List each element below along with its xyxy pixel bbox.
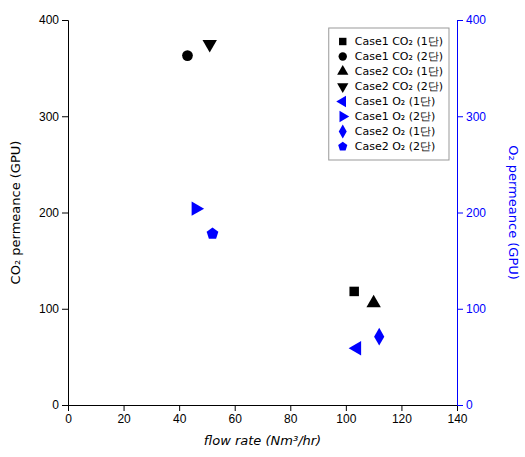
tick-mark bbox=[62, 116, 68, 117]
legend-symbol bbox=[339, 125, 347, 139]
tick: 300 bbox=[39, 110, 68, 124]
tick-label: 0 bbox=[65, 412, 72, 426]
tick-label: 400 bbox=[466, 13, 486, 27]
tick: 200 bbox=[457, 206, 486, 220]
tick-mark bbox=[235, 405, 236, 411]
tick-label: 80 bbox=[284, 412, 298, 426]
y2-axis-title: O₂ permeance (GPU) bbox=[506, 145, 521, 280]
x-axis: 0 20 40 60 80 100 120 140 bbox=[65, 405, 468, 426]
legend-symbol bbox=[336, 96, 346, 107]
legend-label: Case1 O₂ (1단) bbox=[355, 95, 436, 108]
tick-label: 20 bbox=[117, 412, 131, 426]
tick: 0 bbox=[457, 398, 473, 412]
tick-label: 120 bbox=[392, 412, 412, 426]
legend-symbol bbox=[339, 38, 346, 45]
tick: 200 bbox=[39, 206, 68, 220]
legend-symbol bbox=[338, 142, 347, 151]
tick: 100 bbox=[457, 302, 486, 316]
point bbox=[349, 341, 361, 355]
tick-label: 0 bbox=[466, 398, 473, 412]
chart: 0204060801001201400100200300400010020030… bbox=[0, 0, 525, 457]
point bbox=[202, 40, 216, 52]
point bbox=[207, 228, 219, 239]
tick-label: 300 bbox=[39, 110, 59, 124]
legend-label: Case2 CO₂ (1단) bbox=[355, 65, 443, 78]
x-axis-title: flow rate (Nm³/hr) bbox=[204, 433, 321, 448]
y2-axis: 0 100 200 300 400 bbox=[457, 13, 486, 412]
axis-line bbox=[62, 21, 69, 406]
tick: 140 bbox=[447, 405, 467, 426]
point bbox=[349, 287, 358, 296]
tick-mark bbox=[457, 116, 463, 117]
tick: 100 bbox=[39, 302, 68, 316]
tick: 40 bbox=[173, 405, 187, 426]
tick-label: 100 bbox=[336, 412, 356, 426]
axis-line bbox=[69, 406, 458, 412]
point bbox=[374, 328, 384, 346]
tick-label: 200 bbox=[39, 206, 59, 220]
tick-label: 0 bbox=[52, 398, 59, 412]
tick-mark bbox=[179, 405, 180, 411]
legend-label: Case2 O₂ (2단) bbox=[355, 140, 436, 153]
tick-label: 140 bbox=[447, 412, 467, 426]
legend: Case1 CO₂ (1단) Case1 CO₂ (2단) Case2 CO₂ (1… bbox=[329, 28, 449, 160]
tick-label: 60 bbox=[229, 412, 243, 426]
legend-label: Case1 CO₂ (1단) bbox=[355, 35, 443, 48]
legend-symbol bbox=[339, 52, 347, 60]
tick-mark bbox=[62, 309, 68, 310]
tick: 0 bbox=[52, 398, 68, 412]
tick-mark bbox=[290, 405, 291, 411]
tick-mark bbox=[457, 309, 463, 310]
point bbox=[366, 295, 380, 307]
legend-symbol bbox=[337, 65, 348, 75]
point bbox=[182, 50, 193, 61]
tick-label: 100 bbox=[466, 302, 486, 316]
tick: 120 bbox=[392, 405, 412, 426]
tick: 400 bbox=[457, 13, 486, 27]
tick: 0 bbox=[65, 405, 72, 426]
axis-line bbox=[458, 21, 464, 406]
tick-mark bbox=[124, 405, 125, 411]
tick: 60 bbox=[229, 405, 243, 426]
point bbox=[192, 201, 204, 215]
tick-label: 200 bbox=[466, 206, 486, 220]
legend-label: Case2 O₂ (1단) bbox=[355, 125, 436, 138]
tick: 300 bbox=[457, 110, 486, 124]
tick-mark bbox=[457, 20, 463, 21]
tick: 400 bbox=[39, 13, 68, 27]
legend-symbol bbox=[337, 83, 348, 93]
legend-label: Case2 CO₂ (2단) bbox=[355, 80, 443, 93]
tick-mark bbox=[62, 405, 68, 406]
tick-label: 100 bbox=[39, 302, 59, 316]
legend-frame bbox=[329, 28, 449, 160]
tick: 100 bbox=[336, 405, 356, 426]
plot: 0204060801001201400100200300400010020030… bbox=[8, 13, 521, 448]
tick-mark bbox=[401, 405, 402, 411]
tick-mark bbox=[62, 213, 68, 214]
tick-mark bbox=[457, 213, 463, 214]
legend-label: Case1 O₂ (2단) bbox=[355, 110, 436, 123]
tick-label: 300 bbox=[466, 110, 486, 124]
tick-label: 40 bbox=[173, 412, 187, 426]
tick-mark bbox=[457, 405, 463, 406]
tick-mark bbox=[62, 20, 68, 21]
tick-mark bbox=[346, 405, 347, 411]
y-axis: 0 100 200 300 400 bbox=[39, 13, 69, 412]
tick: 20 bbox=[117, 405, 131, 426]
tick-label: 400 bbox=[39, 13, 59, 27]
legend-label: Case1 CO₂ (2단) bbox=[355, 50, 443, 63]
tick: 80 bbox=[284, 405, 298, 426]
legend-symbol bbox=[339, 111, 349, 122]
y-axis-title: CO₂ permeance (GPU) bbox=[8, 141, 23, 285]
